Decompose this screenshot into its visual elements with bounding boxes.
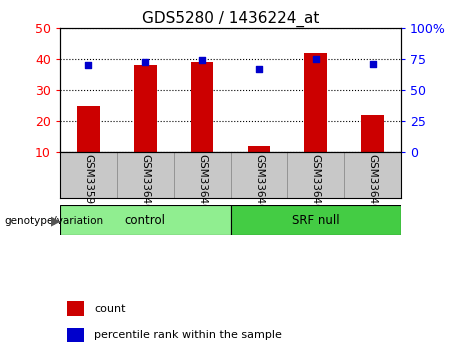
Text: GSM336407: GSM336407	[254, 154, 264, 217]
Point	[369, 61, 376, 67]
Point	[85, 63, 92, 68]
Bar	[134, 65, 157, 152]
Bar	[77, 105, 100, 152]
Text: GSM336408: GSM336408	[311, 154, 321, 217]
Text: GSM336409: GSM336409	[367, 154, 378, 217]
Text: count: count	[94, 303, 125, 314]
Text: genotype/variation: genotype/variation	[5, 216, 104, 226]
Text: SRF null: SRF null	[292, 214, 340, 227]
Point	[198, 58, 206, 63]
Title: GDS5280 / 1436224_at: GDS5280 / 1436224_at	[142, 11, 319, 27]
Bar	[67, 328, 84, 343]
Point	[312, 56, 319, 62]
Text: GSM336405: GSM336405	[140, 154, 150, 217]
Bar	[67, 301, 84, 316]
Bar	[361, 115, 384, 152]
Bar	[230, 205, 401, 235]
Bar	[248, 146, 270, 152]
Bar	[191, 62, 213, 152]
Point	[255, 66, 263, 72]
Text: percentile rank within the sample: percentile rank within the sample	[94, 330, 282, 340]
Bar	[60, 205, 230, 235]
Bar	[304, 53, 327, 152]
Text: control: control	[125, 214, 165, 227]
Point	[142, 59, 149, 64]
Text: GSM335971: GSM335971	[83, 154, 94, 218]
Text: GSM336406: GSM336406	[197, 154, 207, 217]
Text: ▶: ▶	[52, 215, 61, 228]
